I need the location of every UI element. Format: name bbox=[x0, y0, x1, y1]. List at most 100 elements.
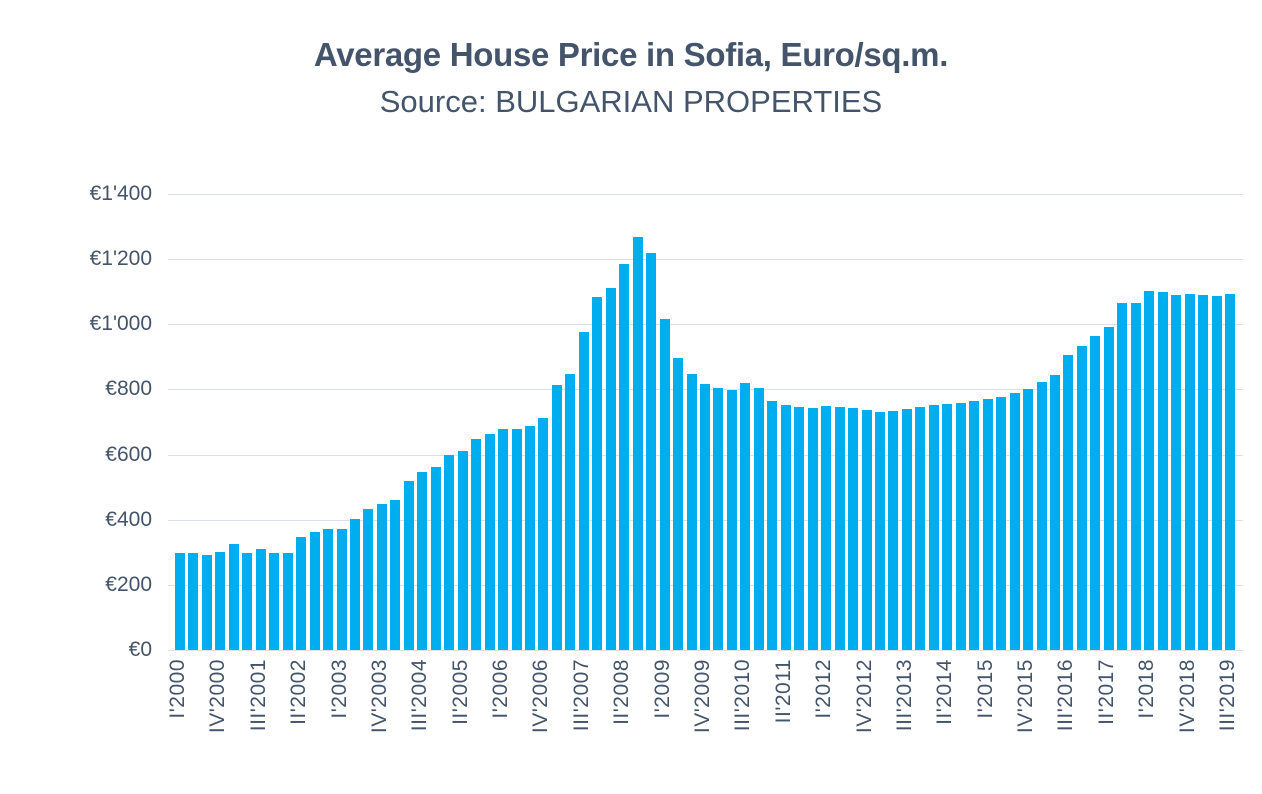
x-axis-tick-label: I'2006 bbox=[489, 659, 513, 719]
bar bbox=[740, 382, 751, 650]
bar bbox=[996, 396, 1007, 650]
bar bbox=[323, 529, 334, 650]
bar bbox=[619, 264, 630, 650]
bar bbox=[309, 531, 320, 650]
x-axis-tick-label: III'2001 bbox=[246, 659, 270, 732]
y-axis-tick-label: €200 bbox=[105, 572, 152, 596]
bar bbox=[632, 237, 643, 650]
x-axis-tick-label: II'2008 bbox=[610, 659, 634, 725]
bar bbox=[1090, 336, 1101, 650]
bar bbox=[215, 551, 226, 650]
y-axis-tick-label: €600 bbox=[105, 442, 152, 466]
bar bbox=[578, 332, 589, 650]
bar bbox=[188, 553, 199, 650]
x-axis-tick-label: I'2000 bbox=[166, 659, 189, 719]
x-axis-tick-label: III'2016 bbox=[1054, 659, 1078, 732]
bar bbox=[673, 357, 684, 650]
bar bbox=[269, 553, 280, 650]
bar bbox=[888, 410, 899, 650]
bar bbox=[242, 552, 253, 650]
bar bbox=[444, 455, 455, 650]
bar bbox=[592, 296, 603, 650]
y-axis-tick-label: €400 bbox=[105, 507, 152, 531]
bar bbox=[255, 549, 266, 650]
y-axis-tick-label: €1'000 bbox=[89, 312, 152, 336]
y-gridline bbox=[168, 194, 1243, 195]
bar bbox=[969, 400, 980, 650]
bar bbox=[1117, 303, 1128, 650]
bar bbox=[794, 406, 805, 650]
bar bbox=[1224, 293, 1235, 650]
bar bbox=[1076, 345, 1087, 650]
bar bbox=[175, 553, 185, 650]
bar bbox=[861, 409, 872, 650]
bar bbox=[928, 405, 939, 650]
bar bbox=[1184, 293, 1195, 650]
y-gridline bbox=[168, 324, 1243, 326]
bar bbox=[1009, 393, 1020, 650]
bar bbox=[228, 544, 239, 650]
bar bbox=[282, 552, 293, 650]
bar bbox=[1198, 295, 1209, 650]
x-axis-tick-label: III'2013 bbox=[892, 659, 916, 732]
bar bbox=[363, 508, 374, 650]
x-axis-tick-label: IV'2006 bbox=[529, 659, 553, 734]
x-axis-tick-label: I'2012 bbox=[812, 659, 836, 719]
bar bbox=[713, 387, 724, 650]
x-axis-tick-label: II'2014 bbox=[933, 659, 957, 725]
bar bbox=[955, 402, 966, 650]
bar bbox=[901, 408, 912, 650]
bar bbox=[457, 451, 468, 650]
bar bbox=[1171, 294, 1182, 650]
x-axis-tick-label: III'2007 bbox=[569, 659, 593, 732]
x-axis-tick-label: II'2017 bbox=[1094, 659, 1118, 725]
y-axis-tick-label: €1'400 bbox=[89, 182, 152, 205]
bar bbox=[1063, 354, 1074, 650]
bar bbox=[646, 252, 657, 650]
bar bbox=[565, 373, 576, 650]
bar bbox=[511, 428, 522, 650]
x-axis-tick-label: III'2004 bbox=[408, 659, 432, 732]
x-axis-tick-label: IV'2018 bbox=[1175, 659, 1199, 734]
y-axis-tick-label: €0 bbox=[128, 638, 152, 661]
bar bbox=[403, 481, 414, 650]
bar bbox=[821, 405, 832, 650]
bar bbox=[417, 472, 428, 650]
bar bbox=[726, 390, 737, 650]
x-axis-tick-label: II'2002 bbox=[287, 659, 311, 725]
bar bbox=[201, 554, 212, 650]
x-axis-tick-label: II'2011 bbox=[771, 659, 795, 724]
bar bbox=[1036, 382, 1047, 650]
x-axis-tick-label: I'2015 bbox=[973, 659, 997, 719]
x-axis-tick-label: IV'2009 bbox=[690, 659, 714, 734]
bar bbox=[538, 417, 549, 650]
x-axis-tick-label: IV'2012 bbox=[852, 659, 876, 734]
bar bbox=[659, 319, 670, 650]
bar bbox=[296, 537, 307, 650]
bar bbox=[942, 404, 953, 650]
y-gridline bbox=[168, 650, 1243, 651]
x-axis-tick-label: IV'2015 bbox=[1014, 659, 1038, 734]
bar bbox=[848, 408, 859, 650]
bar bbox=[1157, 292, 1168, 650]
bar bbox=[605, 288, 616, 650]
y-gridline bbox=[168, 259, 1243, 261]
x-axis-tick-label: III'2010 bbox=[731, 659, 755, 732]
bar bbox=[780, 405, 791, 650]
bar bbox=[430, 466, 441, 650]
bar bbox=[349, 518, 360, 650]
x-axis-tick-label: I'2018 bbox=[1135, 659, 1159, 719]
bar bbox=[484, 434, 495, 650]
chart-title: Average House Price in Sofia, Euro/sq.m. bbox=[313, 36, 949, 73]
bar bbox=[767, 400, 778, 650]
bar bbox=[834, 407, 845, 650]
y-axis-tick-label: €800 bbox=[105, 377, 152, 401]
bar bbox=[1023, 389, 1034, 650]
y-axis-tick-label: €1'200 bbox=[89, 247, 152, 271]
bar bbox=[1103, 326, 1114, 650]
bar bbox=[807, 407, 818, 650]
x-axis-tick-label: IV'2003 bbox=[367, 659, 391, 734]
bar bbox=[524, 425, 535, 650]
bar bbox=[686, 374, 697, 650]
